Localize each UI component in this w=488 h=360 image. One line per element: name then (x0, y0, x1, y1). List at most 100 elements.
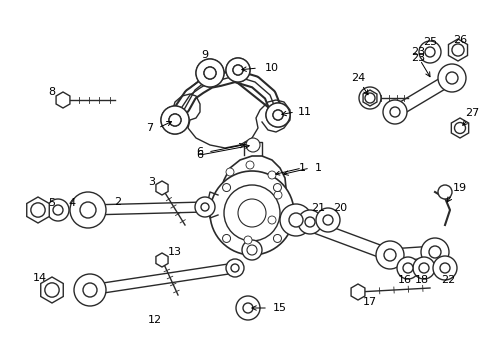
Circle shape (244, 236, 251, 244)
Circle shape (389, 107, 399, 117)
Text: 8: 8 (48, 87, 56, 97)
Circle shape (437, 185, 451, 199)
Circle shape (412, 257, 434, 279)
Circle shape (439, 263, 449, 273)
Circle shape (382, 100, 406, 124)
Circle shape (222, 184, 230, 192)
Circle shape (375, 241, 403, 269)
Circle shape (432, 256, 456, 280)
Text: 3: 3 (148, 177, 155, 187)
Text: 10: 10 (264, 63, 279, 73)
Circle shape (243, 303, 252, 313)
Circle shape (222, 234, 230, 242)
Polygon shape (89, 263, 235, 295)
Circle shape (323, 215, 332, 225)
Circle shape (201, 203, 208, 211)
Circle shape (225, 168, 234, 176)
Circle shape (364, 93, 374, 103)
Circle shape (418, 41, 440, 63)
Circle shape (288, 213, 303, 227)
Text: 1: 1 (314, 163, 321, 173)
Circle shape (451, 44, 463, 56)
Circle shape (245, 161, 253, 169)
Circle shape (225, 58, 249, 82)
Circle shape (53, 205, 63, 215)
Polygon shape (27, 197, 49, 223)
Circle shape (47, 199, 69, 221)
Circle shape (232, 65, 243, 75)
Text: 18: 18 (414, 275, 428, 285)
Circle shape (245, 138, 260, 152)
Text: 7: 7 (146, 123, 153, 133)
Circle shape (246, 245, 257, 255)
Circle shape (196, 59, 224, 87)
Text: 21: 21 (310, 203, 325, 213)
Polygon shape (156, 181, 168, 195)
Polygon shape (450, 118, 468, 138)
Circle shape (383, 249, 395, 261)
Circle shape (238, 199, 265, 227)
Circle shape (273, 191, 282, 199)
Polygon shape (389, 246, 434, 261)
Polygon shape (362, 90, 376, 106)
Text: 5: 5 (48, 198, 55, 208)
Circle shape (80, 202, 96, 218)
Circle shape (273, 234, 281, 242)
Circle shape (242, 240, 262, 260)
Text: 1: 1 (298, 163, 305, 173)
Circle shape (402, 263, 412, 273)
Polygon shape (41, 277, 63, 303)
Text: 6: 6 (196, 147, 203, 157)
Circle shape (267, 216, 275, 224)
Polygon shape (350, 284, 364, 300)
Circle shape (315, 208, 339, 232)
Circle shape (70, 192, 106, 228)
Circle shape (272, 110, 283, 120)
Circle shape (420, 238, 448, 266)
Text: 24: 24 (350, 73, 365, 83)
Circle shape (209, 171, 293, 255)
Circle shape (297, 210, 321, 234)
Text: 14: 14 (33, 273, 47, 283)
Polygon shape (88, 202, 204, 215)
Circle shape (225, 259, 244, 277)
Circle shape (358, 87, 380, 109)
Circle shape (161, 106, 189, 134)
Circle shape (437, 64, 465, 92)
Text: 27: 27 (464, 108, 478, 118)
Text: 15: 15 (272, 303, 286, 313)
Circle shape (169, 114, 181, 126)
Polygon shape (293, 214, 391, 261)
Circle shape (453, 122, 465, 134)
Text: 11: 11 (297, 107, 311, 117)
Circle shape (195, 197, 215, 217)
Text: 6: 6 (196, 150, 203, 160)
Polygon shape (447, 39, 467, 61)
Polygon shape (56, 92, 70, 108)
Circle shape (224, 185, 280, 241)
Text: 4: 4 (68, 198, 76, 208)
Text: 20: 20 (332, 203, 346, 213)
Text: 22: 22 (440, 275, 454, 285)
Text: 25: 25 (422, 37, 436, 47)
Circle shape (280, 204, 311, 236)
Text: 12: 12 (148, 315, 162, 325)
Polygon shape (391, 73, 454, 117)
Circle shape (424, 47, 434, 57)
Circle shape (445, 72, 457, 84)
Circle shape (265, 103, 289, 127)
Text: 26: 26 (452, 35, 466, 45)
Polygon shape (218, 156, 289, 252)
Circle shape (272, 110, 283, 120)
Text: 13: 13 (168, 247, 182, 257)
Circle shape (225, 58, 249, 82)
Circle shape (230, 264, 239, 272)
Circle shape (203, 67, 216, 79)
Circle shape (418, 263, 428, 273)
Circle shape (169, 114, 181, 126)
Circle shape (232, 65, 243, 75)
Circle shape (265, 103, 289, 127)
Circle shape (305, 217, 314, 227)
Circle shape (31, 203, 45, 217)
Text: 9: 9 (201, 50, 208, 60)
